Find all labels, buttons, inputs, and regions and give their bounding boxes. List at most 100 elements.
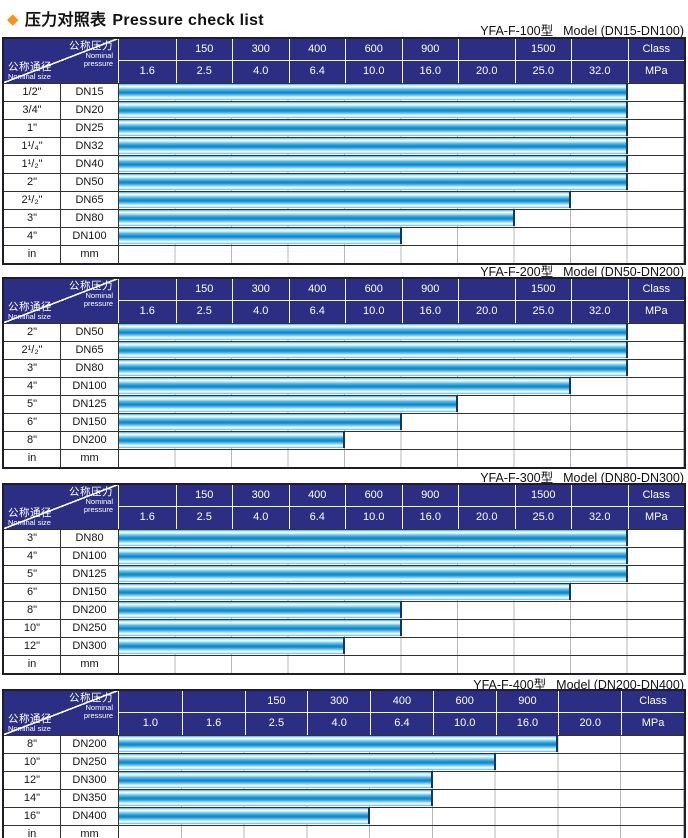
mpa-header-row: 1.6 2.5 4.0 6.4 10.0 16.0 20.0 25.0 32.0 MPa [119, 300, 684, 323]
pressure-table-yfa-f-300: 公称压力 Nominal pressure 公称通径 Nominal size 150 30… [2, 483, 686, 675]
pressure-header-columns: 150 300 400 600 900 1500 Class 1.6 2.5 4.0 6.4 10.0… [118, 485, 684, 529]
mpa-rating-cell: 16.0 [495, 713, 559, 735]
mpa-rating-cell: 1.6 [139, 65, 155, 77]
pressure-range-bar [119, 138, 628, 154]
pressure-range-bar [119, 584, 571, 600]
nominal-pressure-zh: 公称压力 [69, 40, 113, 52]
mpa-rating-cell: 20.0 [458, 507, 515, 529]
pressure-range-bar [119, 808, 371, 824]
class-rating-cell [458, 39, 515, 60]
dn-size-label: DN150 [61, 584, 119, 601]
class-rating-cell [119, 279, 176, 300]
pressure-range-bar [119, 736, 559, 752]
dn-size-label: DN15 [61, 84, 119, 101]
dn-size-label: DN150 [61, 414, 119, 431]
mpa-rating-cell: 1.6 [139, 511, 155, 523]
inch-size-label: 8" [4, 602, 61, 619]
dn-size-label: DN250 [61, 754, 119, 771]
mpa-rating-cell: 32.0 [571, 61, 628, 83]
class-rating-cell: Class [627, 39, 685, 60]
mpa-rating-cell: 10.0 [345, 61, 402, 83]
inch-size-label: 5" [4, 566, 61, 583]
pressure-bar-track [119, 808, 684, 825]
size-row: 5" DN125 [4, 395, 684, 413]
size-row: 4" DN100 [4, 547, 684, 565]
pressure-bar-track [119, 324, 684, 341]
inch-size-label: 1/2" [4, 84, 61, 101]
inch-size-label: 2" [4, 174, 61, 191]
dn-size-label: DN400 [61, 808, 119, 825]
class-rating-cell [458, 485, 515, 506]
pressure-bar-track [119, 432, 684, 449]
class-rating-cell: 900 [401, 279, 459, 300]
class-rating-cell: 600 [345, 279, 402, 300]
table-subtitle: YFA-F-200型 Model (DN50-DN200) [480, 261, 684, 280]
diagonal-corner-cell: 公称压力 Nominal pressure 公称通径 Nominal size [4, 279, 118, 323]
class-rating-cell: 300 [307, 691, 370, 712]
table-subtitle: YFA-F-400型 Model (DN200-DN400) [473, 674, 684, 693]
model-name: YFA-F-100型 [480, 24, 554, 38]
mpa-rating-cell: 2.5 [175, 507, 233, 529]
inch-size-label: 1¹/₄" [4, 138, 61, 155]
size-row: 1¹/₂" DN40 [4, 155, 684, 173]
pressure-bar-track [119, 342, 684, 359]
nominal-size-en: Nominal size [8, 518, 51, 527]
dn-size-label: DN40 [61, 156, 119, 173]
pressure-bar-track [119, 638, 684, 655]
mpa-rating-cell: 6.4 [288, 507, 346, 529]
dn-size-label: DN25 [61, 120, 119, 137]
dn-size-label: DN80 [61, 530, 119, 547]
table-subtitle: YFA-F-300型 Model (DN80-DN300) [480, 467, 684, 486]
pressure-range-bar [119, 548, 628, 564]
size-row: 1¹/₄" DN32 [4, 137, 684, 155]
dn-size-label: DN125 [61, 566, 119, 583]
pressure-range-bar [119, 174, 628, 190]
class-rating-cell [119, 485, 176, 506]
class-rating-cell: 300 [232, 279, 289, 300]
size-row: 1" DN25 [4, 119, 684, 137]
pressure-range-bar [119, 566, 628, 582]
diagonal-corner-cell: 公称压力 Nominal pressure 公称通径 Nominal size [4, 39, 118, 83]
dn-size-label: DN100 [61, 548, 119, 565]
model-name: YFA-F-200型 [480, 265, 554, 279]
class-rating-cell [571, 279, 628, 300]
mpa-rating-cell: 6.4 [288, 301, 346, 323]
class-rating-cell: Class [621, 691, 684, 712]
pressure-range-bar [119, 790, 433, 806]
dn-size-label: DN250 [61, 620, 119, 637]
class-rating-cell: Class [627, 279, 685, 300]
dn-size-label: DN300 [61, 772, 119, 789]
mpa-header-row: 1.6 2.5 4.0 6.4 10.0 16.0 20.0 25.0 32.0 MPa [119, 506, 684, 529]
class-rating-cell [558, 691, 621, 712]
inch-size-label: 3" [4, 360, 61, 377]
size-row: 16" DN400 [4, 807, 684, 825]
class-rating-cell [119, 691, 182, 712]
mm-unit-label: mm [61, 246, 119, 263]
size-row: 6" DN150 [4, 413, 684, 431]
model-range: Model (DN15-DN100) [563, 24, 684, 38]
size-row: 5" DN125 [4, 565, 684, 583]
nominal-size-zh: 公称通径 [8, 507, 52, 519]
size-row: 10" DN250 [4, 619, 684, 637]
inch-size-label: 6" [4, 414, 61, 431]
class-rating-cell: 150 [244, 691, 308, 712]
pressure-range-bar [119, 84, 628, 100]
pressure-header-columns: 150 300 400 600 900 Class 1.0 1.6 2.5 4.0 6.4 10.0 1… [118, 691, 684, 735]
pressure-bar-track [119, 156, 684, 173]
mpa-rating-cell: 6.4 [370, 713, 433, 735]
dn-size-label: DN100 [61, 228, 119, 245]
pressure-range-bar [119, 754, 496, 770]
inch-size-label: 1" [4, 120, 61, 137]
class-header-row: 150 300 400 600 900 1500 Class [119, 279, 684, 300]
size-row: 3/4" DN20 [4, 101, 684, 119]
nominal-pressure-label: 公称压力 Nominal pressure [69, 281, 113, 308]
nominal-pressure-en: pressure [83, 505, 113, 514]
dn-size-label: DN200 [61, 432, 119, 449]
pressure-range-bar [119, 228, 402, 244]
pressure-range-bar [119, 772, 433, 788]
class-rating-cell: 600 [432, 691, 496, 712]
nominal-size-en: Nominal size [8, 724, 51, 733]
nominal-pressure-zh: 公称压力 [69, 280, 113, 292]
model-range: Model (DN200-DN400) [556, 678, 684, 692]
mm-unit-label: mm [61, 450, 119, 467]
